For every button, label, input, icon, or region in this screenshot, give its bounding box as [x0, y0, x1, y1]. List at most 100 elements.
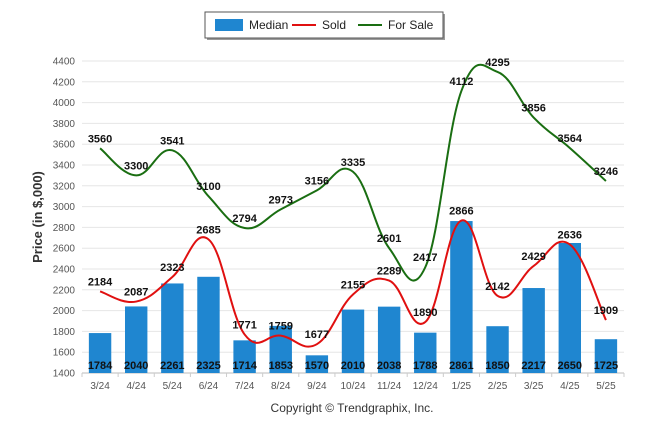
x-tick-label: 3/25 [524, 381, 544, 392]
median-bar [594, 339, 618, 373]
sold-value-label: 2323 [160, 262, 184, 274]
y-tick-label: 2200 [53, 285, 76, 296]
y-tick-label: 3400 [53, 161, 76, 172]
legend-label: Sold [322, 18, 346, 32]
median-bar [124, 306, 148, 373]
trend-lines [99, 63, 607, 348]
median-value-label: 1850 [485, 360, 509, 372]
sold-value-label: 2289 [377, 266, 401, 278]
y-tick-label: 2000 [53, 306, 76, 317]
x-tick-label: 5/25 [596, 381, 616, 392]
y-tick-label: 4400 [53, 57, 76, 68]
median-bar [233, 340, 256, 373]
for-sale-value-label: 4295 [485, 57, 509, 69]
median-bar [341, 309, 365, 373]
sold-value-label: 1771 [232, 319, 256, 331]
median-value-label: 2325 [196, 360, 220, 372]
median-bar [414, 332, 437, 373]
median-bar [88, 333, 112, 373]
sold-value-label: 2184 [88, 276, 113, 288]
for-sale-value-label: 3335 [341, 157, 365, 169]
sold-value-label: 1677 [305, 329, 329, 341]
for-sale-value-label: 2973 [268, 194, 292, 206]
for-sale-value-label: 3856 [521, 103, 545, 115]
x-tick-label: 4/25 [560, 381, 580, 392]
median-value-label: 1714 [232, 360, 257, 372]
median-bar [161, 283, 184, 373]
data-labels: 2184 2087 2323 2685 1771 1759 1677 2155 2289 1890… [88, 57, 618, 372]
for-sale-value-label: 2601 [377, 233, 401, 245]
x-tick-label: 7/24 [235, 381, 255, 392]
median-value-label: 2650 [558, 360, 582, 372]
for-sale-value-label: 3564 [558, 133, 583, 145]
median-value-label: 1788 [413, 360, 437, 372]
median-value-label: 1725 [594, 360, 618, 372]
median-value-label: 2217 [521, 360, 545, 372]
x-tick-label: 4/24 [126, 381, 146, 392]
y-tick-label: 2600 [53, 244, 76, 255]
x-tick-label: 2/25 [488, 381, 508, 392]
y-tick-label: 3600 [53, 140, 76, 151]
x-tick-label: 10/24 [340, 381, 365, 392]
for-sale-value-label: 3560 [88, 133, 112, 145]
median-value-label: 2861 [449, 360, 473, 372]
sold-value-label: 2636 [558, 229, 582, 241]
median-bar [197, 276, 220, 373]
median-bar [450, 221, 473, 373]
y-tick-label: 4000 [53, 98, 76, 109]
sold-line [99, 219, 607, 348]
y-tick-label: 3200 [53, 181, 76, 192]
sold-value-label: 2155 [341, 279, 365, 291]
median-value-label: 2010 [341, 360, 365, 372]
sold-value-label: 1759 [268, 321, 292, 333]
median-value-label: 2261 [160, 360, 184, 372]
x-tick-label: 5/24 [163, 381, 183, 392]
for-sale-value-label: 3300 [124, 160, 148, 172]
for-sale-value-label: 3156 [305, 175, 329, 187]
median-value-label: 2040 [124, 360, 148, 372]
x-tick-label: 12/24 [413, 381, 438, 392]
x-tick-label: 8/24 [271, 381, 291, 392]
median-bar [522, 288, 545, 373]
x-tick-label: 1/25 [452, 381, 472, 392]
y-tick-label: 4200 [53, 77, 76, 88]
x-tick-label: 3/24 [90, 381, 110, 392]
sold-value-label: 2429 [521, 251, 545, 263]
y-tick-label: 2400 [53, 265, 76, 276]
for-sale-value-label: 3541 [160, 135, 184, 147]
for-sale-value-label: 3100 [196, 181, 220, 193]
legend-swatch-median [215, 19, 243, 31]
sold-value-label: 2087 [124, 287, 148, 299]
y-tick-label: 3000 [53, 202, 76, 213]
median-value-label: 1853 [268, 360, 292, 372]
y-axis-title: Price (in $,000) [30, 171, 45, 263]
legend: Median Sold For Sale [204, 11, 445, 40]
median-bar [305, 355, 329, 373]
sold-value-label: 2866 [449, 206, 473, 218]
median-bars [88, 221, 618, 373]
y-tick-label: 3800 [53, 119, 76, 130]
for-sale-value-label: 3246 [594, 166, 618, 178]
copyright-text: Copyright © Trendgraphix, Inc. [271, 401, 434, 415]
legend-box [204, 11, 444, 39]
sold-value-label: 1909 [594, 305, 618, 317]
y-tick-label: 1400 [53, 369, 76, 380]
y-tick-label: 1800 [53, 327, 76, 338]
legend-label: For Sale [388, 18, 434, 32]
median-value-label: 1784 [88, 360, 113, 372]
for-sale-value-label: 4112 [449, 76, 473, 88]
for-sale-line [99, 63, 607, 282]
x-axis-ticks: 3/24 4/24 5/24 6/24 7/24 8/24 9/24 10/24 11/24 12… [81, 373, 625, 392]
sold-value-label: 1890 [413, 307, 437, 319]
median-bar [558, 243, 582, 373]
x-tick-label: 11/24 [377, 381, 402, 392]
y-axis-ticks: 1400 1600 1800 2000 2200 2400 2600 2800 3000 3200… [53, 57, 76, 380]
median-bar [377, 306, 401, 373]
y-tick-label: 1600 [53, 348, 76, 359]
median-value-label: 1570 [305, 360, 329, 372]
for-sale-value-label: 2794 [232, 213, 257, 225]
for-sale-value-label: 2417 [413, 252, 437, 264]
sold-value-label: 2685 [196, 224, 220, 236]
